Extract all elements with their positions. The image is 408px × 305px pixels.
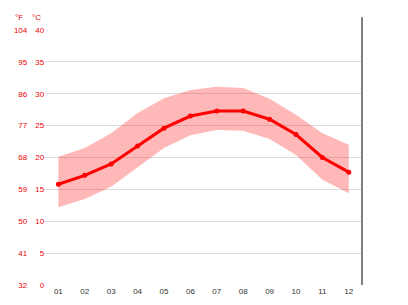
svg-text:15: 15 — [35, 185, 44, 194]
svg-text:03: 03 — [107, 287, 116, 296]
svg-text:0: 0 — [40, 281, 45, 290]
svg-text:68: 68 — [18, 153, 27, 162]
svg-text:77: 77 — [18, 121, 27, 130]
svg-text:08: 08 — [239, 287, 248, 296]
svg-text:07: 07 — [212, 287, 221, 296]
svg-text:01: 01 — [54, 287, 63, 296]
svg-text:°F: °F — [15, 13, 23, 22]
svg-text:10: 10 — [292, 287, 301, 296]
svg-text:05: 05 — [160, 287, 169, 296]
svg-text:86: 86 — [18, 90, 27, 99]
svg-text:30: 30 — [35, 90, 44, 99]
svg-text:02: 02 — [80, 287, 89, 296]
svg-text:104: 104 — [14, 26, 28, 35]
svg-text:12: 12 — [344, 287, 353, 296]
svg-text:41: 41 — [18, 249, 27, 258]
svg-text:25: 25 — [35, 121, 44, 130]
svg-text:32: 32 — [18, 281, 27, 290]
svg-text:20: 20 — [35, 153, 44, 162]
svg-text:35: 35 — [35, 58, 44, 67]
svg-text:11: 11 — [318, 287, 327, 296]
svg-text:10: 10 — [35, 217, 44, 226]
svg-text:09: 09 — [265, 287, 274, 296]
svg-text:40: 40 — [35, 26, 44, 35]
svg-text:95: 95 — [18, 58, 27, 67]
svg-text:06: 06 — [186, 287, 195, 296]
svg-text:04: 04 — [133, 287, 142, 296]
svg-text:5: 5 — [40, 249, 45, 258]
svg-text:°C: °C — [32, 13, 41, 22]
svg-text:50: 50 — [18, 217, 27, 226]
svg-text:59: 59 — [18, 185, 27, 194]
